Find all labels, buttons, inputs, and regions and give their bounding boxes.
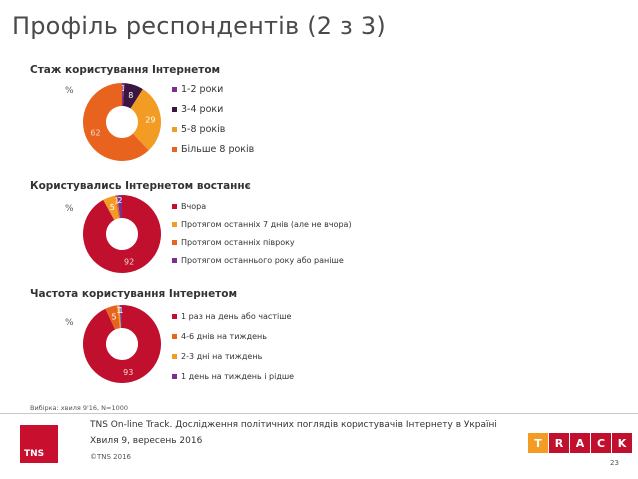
legend-swatch bbox=[172, 87, 177, 92]
data-label: 5 bbox=[112, 313, 117, 322]
donut-slice bbox=[114, 195, 120, 219]
legend-item: 1 раз на день або частіше bbox=[172, 312, 291, 321]
footer-wave: Хвиля 9, вересень 2016 bbox=[90, 436, 203, 446]
data-label: 29 bbox=[145, 115, 155, 124]
legend-swatch bbox=[172, 258, 177, 263]
track-letter: C bbox=[591, 433, 611, 453]
legend-swatch bbox=[172, 222, 177, 227]
track-logo: T R A C K bbox=[528, 433, 633, 453]
legend-swatch bbox=[172, 374, 177, 379]
donut-slice bbox=[130, 89, 161, 151]
donut-slice bbox=[122, 83, 125, 107]
page-title: Профіль респондентів (2 з 3) bbox=[12, 12, 386, 40]
legend-label: Вчора bbox=[181, 202, 207, 211]
legend-item: 2-3 дні на тиждень bbox=[172, 352, 262, 361]
track-letter: A bbox=[570, 433, 590, 453]
track-letter: K bbox=[612, 433, 632, 453]
legend-label: 4-6 днів на тиждень bbox=[181, 332, 267, 341]
legend-item: 5-8 років bbox=[172, 124, 225, 135]
legend-swatch bbox=[172, 107, 177, 112]
donut-slice bbox=[117, 305, 121, 329]
legend-swatch bbox=[172, 240, 177, 245]
legend-item: 1-2 роки bbox=[172, 84, 223, 95]
chart-1-donut: 18 29 62 bbox=[82, 83, 161, 161]
chart-3-title: Частота користування Інтернетом bbox=[30, 288, 238, 300]
legend-label: 5-8 років bbox=[181, 124, 226, 135]
legend-swatch bbox=[172, 314, 177, 319]
track-letter: R bbox=[549, 433, 569, 453]
chart-2-unit: % bbox=[65, 204, 74, 214]
page-number: 23 bbox=[610, 459, 619, 467]
legend-label: Протягом останніх 7 днів (але не вчора) bbox=[181, 220, 352, 229]
chart-2-title: Користувались Інтернетом востаннє bbox=[30, 180, 251, 192]
chart-1-unit: % bbox=[65, 86, 74, 96]
legend-label: 1 день на тиждень і рідше bbox=[181, 372, 295, 381]
data-label: 8 bbox=[128, 91, 133, 100]
donut-slice bbox=[83, 195, 161, 273]
donut-slice bbox=[82, 83, 149, 161]
data-label: 92 bbox=[124, 258, 134, 267]
chart-3-unit: % bbox=[65, 318, 74, 328]
donut-slice bbox=[123, 83, 143, 109]
chart-1-title: Стаж користування Інтернетом bbox=[30, 64, 221, 76]
data-label: 1 bbox=[118, 306, 123, 315]
legend-label: 1 раз на день або частіше bbox=[181, 312, 292, 321]
sample-note: Вибірка: хвиля 9'16, N=1000 bbox=[30, 404, 128, 412]
donut-slice bbox=[82, 305, 161, 383]
legend-label: Протягом останніх півроку bbox=[181, 238, 295, 247]
legend-item: Вчора bbox=[172, 202, 206, 211]
legend-swatch bbox=[172, 127, 177, 132]
tns-logo: TNS bbox=[20, 425, 58, 463]
legend-swatch bbox=[172, 354, 177, 359]
legend-item: Протягом останнього року або раніше bbox=[172, 256, 344, 265]
data-label: 1 bbox=[114, 196, 119, 205]
footer-divider bbox=[0, 413, 638, 414]
legend-item: Протягом останніх півроку bbox=[172, 238, 295, 247]
legend-label: 1-2 роки bbox=[181, 84, 224, 95]
legend-swatch bbox=[172, 334, 177, 339]
legend-item: Більше 8 років bbox=[172, 144, 254, 155]
data-label: 62 bbox=[90, 128, 100, 137]
donut-slice bbox=[105, 305, 120, 330]
data-label: 1 bbox=[121, 84, 126, 93]
donut-slice bbox=[103, 195, 120, 220]
chart-2-donut: 92 512 bbox=[83, 195, 161, 273]
footer-study-title: TNS On-line Track. Дослідження політични… bbox=[90, 420, 497, 430]
legend-item: 3-4 роки bbox=[172, 104, 223, 115]
data-label: 5 bbox=[110, 203, 115, 212]
data-label: 1 bbox=[116, 306, 121, 315]
footer-copyright: ©TNS 2016 bbox=[90, 453, 131, 461]
legend-item: Протягом останніх 7 днів (але не вчора) bbox=[172, 220, 352, 229]
legend-swatch bbox=[172, 204, 177, 209]
donut-slice bbox=[117, 195, 122, 219]
data-label: 93 bbox=[123, 368, 133, 377]
legend-item: 1 день на тиждень і рідше bbox=[172, 372, 294, 381]
legend-label: Більше 8 років bbox=[181, 144, 255, 155]
legend-label: 2-3 дні на тиждень bbox=[181, 352, 263, 361]
legend-item: 4-6 днів на тиждень bbox=[172, 332, 267, 341]
legend-label: 3-4 роки bbox=[181, 104, 224, 115]
logo-text: TNS bbox=[24, 449, 45, 459]
legend-label: Протягом останнього року або раніше bbox=[181, 256, 344, 265]
data-label: 2 bbox=[117, 196, 122, 205]
donut-slice bbox=[119, 305, 122, 329]
track-letter: T bbox=[528, 433, 548, 453]
legend-swatch bbox=[172, 147, 177, 152]
